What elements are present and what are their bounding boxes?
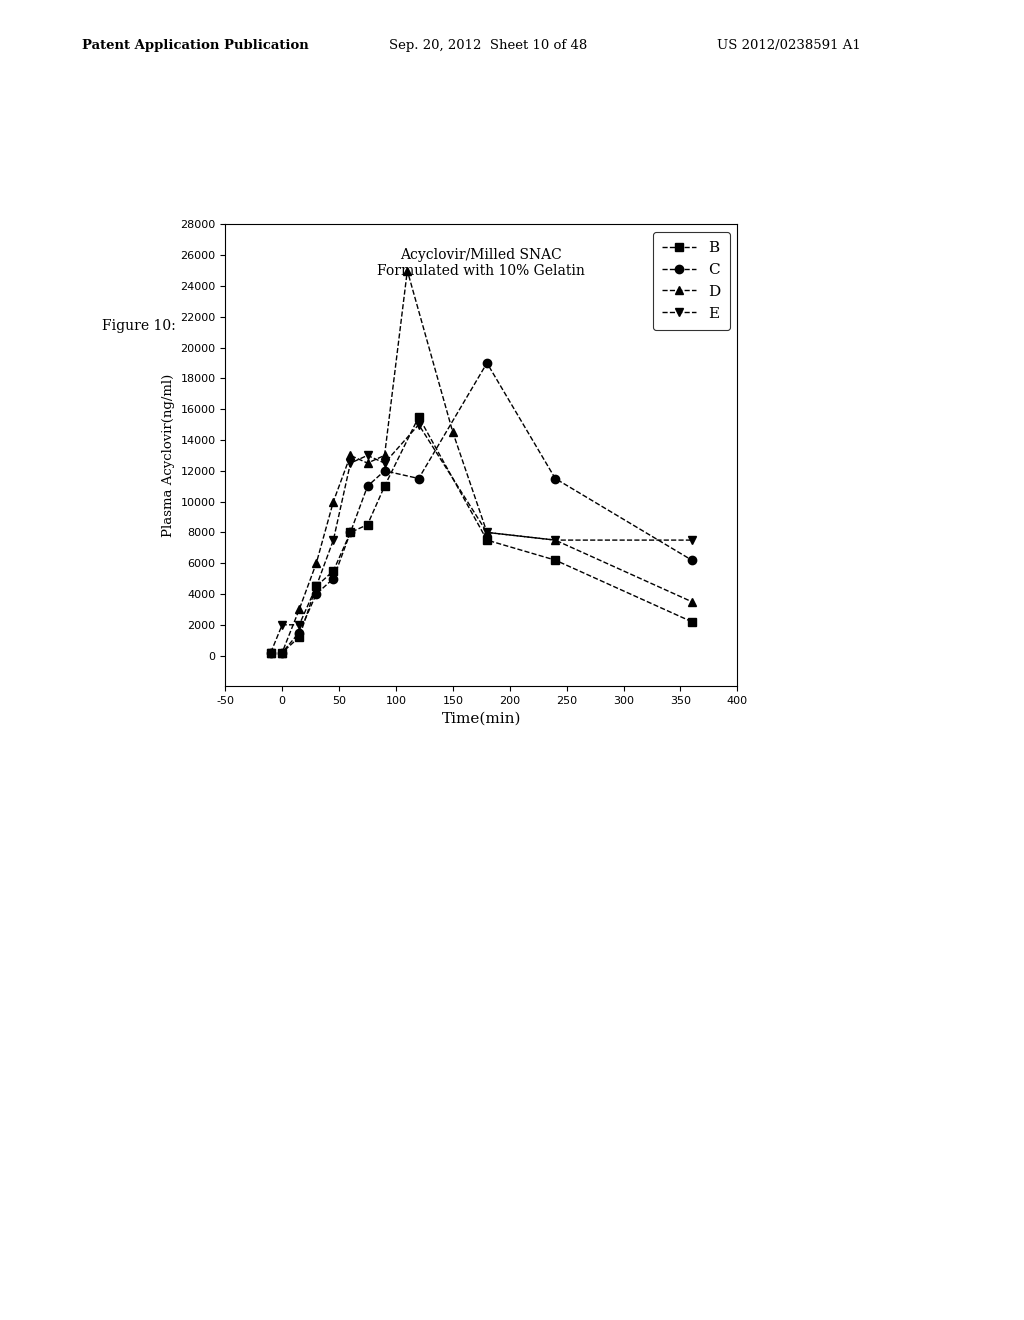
B <box>413 409 425 425</box>
C <box>276 644 289 660</box>
Text: Figure 10:: Figure 10: <box>102 319 176 333</box>
C <box>413 471 425 487</box>
B <box>361 517 374 533</box>
Line: C: C <box>266 359 696 656</box>
D <box>264 644 276 660</box>
X-axis label: Time(min): Time(min) <box>441 711 521 726</box>
C <box>549 471 561 487</box>
D <box>686 594 698 610</box>
Line: D: D <box>266 267 696 656</box>
D <box>481 524 494 540</box>
B <box>686 614 698 630</box>
D <box>310 556 323 572</box>
Y-axis label: Plasma Acyclovir(ng/ml): Plasma Acyclovir(ng/ml) <box>162 374 175 537</box>
E <box>361 447 374 463</box>
B <box>264 644 276 660</box>
E <box>413 417 425 433</box>
E <box>328 532 340 548</box>
E <box>549 532 561 548</box>
B <box>276 644 289 660</box>
Line: E: E <box>266 421 696 656</box>
E <box>686 532 698 548</box>
B <box>379 478 391 494</box>
C <box>361 478 374 494</box>
Text: Acyclovir/Milled SNAC
Formulated with 10% Gelatin: Acyclovir/Milled SNAC Formulated with 10… <box>377 248 586 277</box>
C <box>310 586 323 602</box>
B <box>328 564 340 579</box>
E <box>379 455 391 471</box>
E <box>344 455 356 471</box>
B <box>293 630 305 645</box>
D <box>328 494 340 510</box>
C <box>264 644 276 660</box>
D <box>401 263 414 279</box>
D <box>549 532 561 548</box>
D <box>446 425 459 441</box>
C <box>293 624 305 640</box>
C <box>686 552 698 568</box>
C <box>328 570 340 586</box>
B <box>310 578 323 594</box>
E <box>293 616 305 632</box>
Line: B: B <box>266 413 696 656</box>
B <box>344 524 356 540</box>
B <box>549 552 561 568</box>
D <box>344 447 356 463</box>
Text: Sep. 20, 2012  Sheet 10 of 48: Sep. 20, 2012 Sheet 10 of 48 <box>389 38 588 51</box>
E <box>481 524 494 540</box>
D <box>276 644 289 660</box>
E <box>264 644 276 660</box>
Text: US 2012/0238591 A1: US 2012/0238591 A1 <box>717 38 860 51</box>
E <box>310 578 323 594</box>
C <box>379 463 391 479</box>
C <box>344 524 356 540</box>
D <box>379 447 391 463</box>
E <box>276 616 289 632</box>
Legend: B, C, D, E: B, C, D, E <box>653 232 730 330</box>
B <box>481 532 494 548</box>
D <box>293 602 305 618</box>
C <box>481 355 494 371</box>
D <box>361 455 374 471</box>
Text: Patent Application Publication: Patent Application Publication <box>82 38 308 51</box>
